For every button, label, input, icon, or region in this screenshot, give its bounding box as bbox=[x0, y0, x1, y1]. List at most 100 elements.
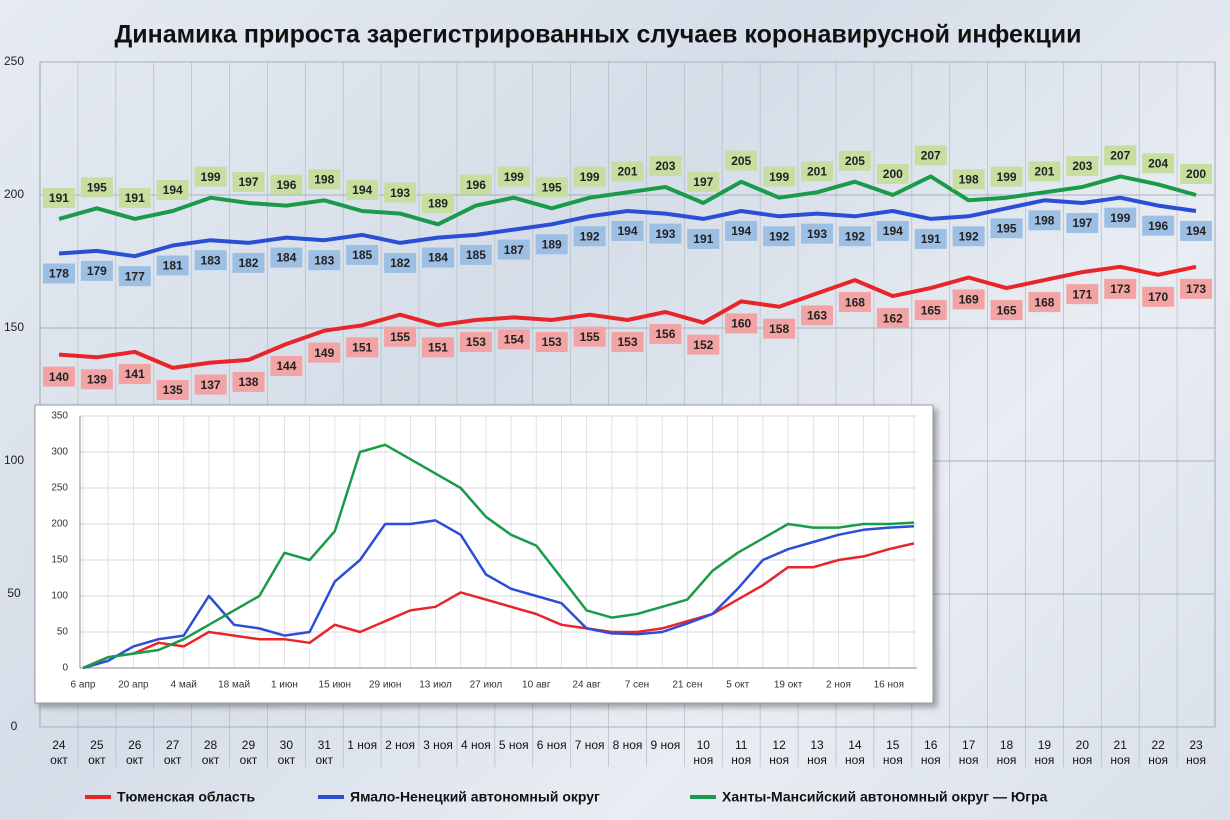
data-label: 197 bbox=[1072, 216, 1092, 230]
data-label: 165 bbox=[921, 303, 941, 317]
data-label-box bbox=[270, 355, 303, 376]
data-label: 183 bbox=[314, 253, 334, 267]
data-label: 199 bbox=[580, 170, 600, 184]
data-label-box bbox=[421, 193, 454, 214]
data-label: 194 bbox=[352, 183, 372, 197]
x-tick-label: 2 ноя bbox=[385, 738, 415, 752]
data-label-box bbox=[801, 305, 834, 326]
data-label-box bbox=[1104, 207, 1137, 228]
data-label: 158 bbox=[769, 322, 789, 336]
data-label: 205 bbox=[845, 154, 865, 168]
data-label-box bbox=[573, 226, 606, 247]
x-tick-label: 27 окт bbox=[163, 738, 182, 767]
data-label: 193 bbox=[655, 227, 675, 241]
data-label: 191 bbox=[49, 191, 69, 205]
y-tick-label: 100 bbox=[4, 453, 24, 467]
x-tick-label: 13 ноя bbox=[807, 738, 827, 767]
data-label: 154 bbox=[504, 333, 524, 347]
x-tick-label: 26 окт bbox=[125, 738, 144, 767]
data-label: 198 bbox=[1034, 213, 1054, 227]
x-tick-label: 14 ноя bbox=[845, 738, 865, 767]
data-label-box bbox=[1028, 161, 1061, 182]
data-label-box bbox=[611, 161, 644, 182]
data-label-box bbox=[914, 300, 947, 321]
legend-label: Ханты-Мансийский автономный округ — Югра bbox=[722, 789, 1048, 805]
data-label: 194 bbox=[1186, 224, 1206, 238]
data-label-box bbox=[308, 342, 341, 363]
y-tick-label: 150 bbox=[4, 320, 24, 334]
data-label: 193 bbox=[807, 227, 827, 241]
data-label: 185 bbox=[466, 248, 486, 262]
data-label: 170 bbox=[1148, 290, 1168, 304]
data-label-box bbox=[80, 260, 113, 281]
data-label: 193 bbox=[390, 186, 410, 200]
data-label-box bbox=[725, 313, 758, 334]
data-label-box bbox=[459, 174, 492, 195]
data-label-box bbox=[1180, 164, 1213, 184]
data-label-box bbox=[952, 289, 985, 310]
data-label-box bbox=[118, 363, 151, 384]
data-label-box bbox=[990, 300, 1023, 321]
x-tick-label: 24 окт bbox=[50, 738, 68, 767]
x-tick-label: 9 ноя bbox=[650, 738, 681, 752]
data-label-box bbox=[42, 263, 75, 284]
data-label: 192 bbox=[769, 229, 789, 243]
x-tick-label: 4 май bbox=[171, 680, 197, 691]
main-series: 140 139 141 135 137 138 144 149 151 155 151 153 154 1… bbox=[42, 145, 1213, 400]
data-label-box bbox=[308, 250, 341, 271]
data-label-box bbox=[384, 182, 417, 203]
data-label: 139 bbox=[87, 372, 107, 386]
x-tick-label: 10 авг bbox=[522, 680, 551, 691]
x-tick-label: 12 ноя bbox=[769, 738, 790, 767]
x-tick-label: 4 ноя bbox=[460, 738, 491, 752]
data-label: 178 bbox=[49, 267, 69, 281]
data-label: 194 bbox=[617, 224, 637, 238]
x-tick-label: 15 ноя bbox=[882, 738, 903, 767]
inset-panel bbox=[34, 404, 934, 704]
y-tick-label: 50 bbox=[7, 586, 21, 600]
data-label: 169 bbox=[959, 293, 979, 307]
y-tick-label: 0 bbox=[62, 663, 68, 674]
data-label: 155 bbox=[580, 330, 600, 344]
data-label: 184 bbox=[428, 251, 448, 265]
data-label: 203 bbox=[655, 159, 675, 173]
data-label: 199 bbox=[504, 170, 524, 184]
data-label: 151 bbox=[352, 341, 372, 355]
data-label-box bbox=[497, 166, 530, 187]
x-tick-label: 25 окт bbox=[88, 738, 106, 767]
x-tick-label: 2 ноя bbox=[826, 680, 851, 691]
data-label: 200 bbox=[883, 167, 903, 181]
data-label-box bbox=[497, 329, 530, 350]
data-label-box bbox=[1104, 278, 1137, 299]
y-tick-label: 150 bbox=[51, 555, 68, 566]
data-label-box bbox=[194, 374, 227, 395]
x-tick-label: 20 апр bbox=[118, 680, 149, 691]
data-label: 153 bbox=[466, 335, 486, 349]
data-label: 163 bbox=[807, 309, 827, 323]
data-label: 182 bbox=[238, 256, 258, 270]
x-tick-label: 13 июл bbox=[419, 680, 452, 691]
x-tick-label: 27 июл bbox=[470, 680, 503, 691]
y-tick-label: 200 bbox=[4, 187, 24, 201]
legend-label: Тюменская область bbox=[117, 789, 256, 805]
data-label-box bbox=[1142, 153, 1175, 174]
data-label-box bbox=[573, 326, 606, 347]
data-label-box bbox=[990, 166, 1023, 187]
data-label: 197 bbox=[238, 175, 258, 189]
x-tick-label: 16 ноя bbox=[874, 680, 904, 691]
data-label-box bbox=[194, 166, 227, 187]
data-label-box bbox=[535, 332, 568, 353]
data-label-box bbox=[801, 223, 834, 244]
data-label: 183 bbox=[201, 253, 221, 267]
series-line bbox=[58, 264, 1197, 370]
data-label-box bbox=[42, 366, 75, 387]
x-tick-label: 20 ноя bbox=[1072, 738, 1093, 767]
data-label: 195 bbox=[542, 180, 562, 194]
data-label: 199 bbox=[1110, 211, 1130, 225]
y-tick-label: 200 bbox=[51, 519, 68, 530]
data-label-box bbox=[687, 228, 720, 249]
data-label: 162 bbox=[883, 311, 903, 325]
data-label: 152 bbox=[693, 338, 713, 352]
